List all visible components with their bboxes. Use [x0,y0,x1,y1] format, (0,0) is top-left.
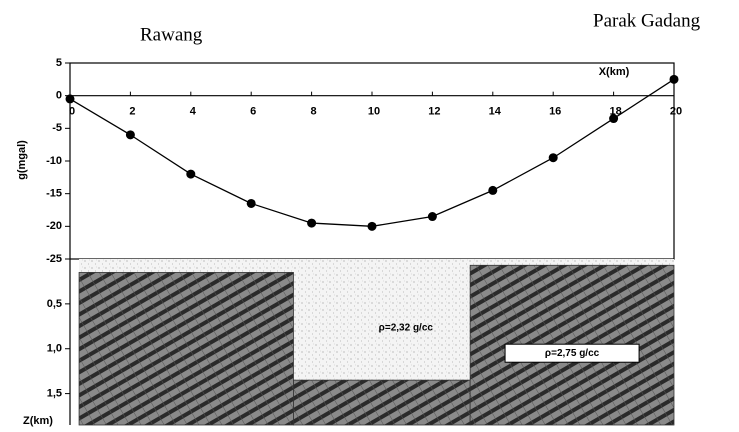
data-point [488,186,497,195]
x-tick-label: 6 [250,106,256,118]
x-tick-label: 4 [190,106,197,118]
location-label: Rawang [140,24,203,45]
data-point [368,222,377,231]
y-tick-label: -25 [46,253,62,265]
y-tick-label: -10 [46,155,62,167]
y-tick-label: -20 [46,220,62,232]
data-point [428,212,437,221]
y-tick-label: -5 [52,122,62,134]
high-density-body [293,380,470,425]
x-tick-label: 20 [670,106,682,118]
z-tick-label: 1,0 [47,343,62,355]
data-point [66,94,75,103]
y-tick-label: 5 [56,57,62,69]
data-point [126,130,135,139]
data-point [186,170,195,179]
z-tick-label: 1,5 [47,388,62,400]
x-tick-label: 16 [549,106,561,118]
y-axis-label: g(mgal) [16,140,28,180]
x-tick-label: 10 [368,106,380,118]
data-point [609,114,618,123]
z-tick-label: 0,5 [47,298,62,310]
x-tick-label: 2 [129,106,135,118]
location-label: Parak Gadang [593,10,701,31]
y-tick-label: -15 [46,188,62,200]
x-tick-label: 14 [489,106,502,118]
chart: Rawang Parak Gadang g(mgal) X(km) Z(km) … [0,0,739,432]
x-tick-label: 8 [311,106,317,118]
data-point [670,75,679,84]
density-label: ρ=2,32 g/cc [379,323,434,334]
gravity-line [70,79,674,226]
section-axis-label: Z(km) [23,415,53,427]
page: {"chart_data": [ {"type": "line", "annot… [0,0,739,432]
x-tick-label: 12 [428,106,440,118]
data-point [549,153,558,162]
data-point [307,219,316,228]
density-label: ρ=2,75 g/cc [545,348,600,359]
x-tick-label: 0 [69,106,75,118]
high-density-body [79,272,293,425]
data-point [247,199,256,208]
x-axis-label: X(km) [599,66,630,78]
y-tick-label: 0 [56,90,62,102]
